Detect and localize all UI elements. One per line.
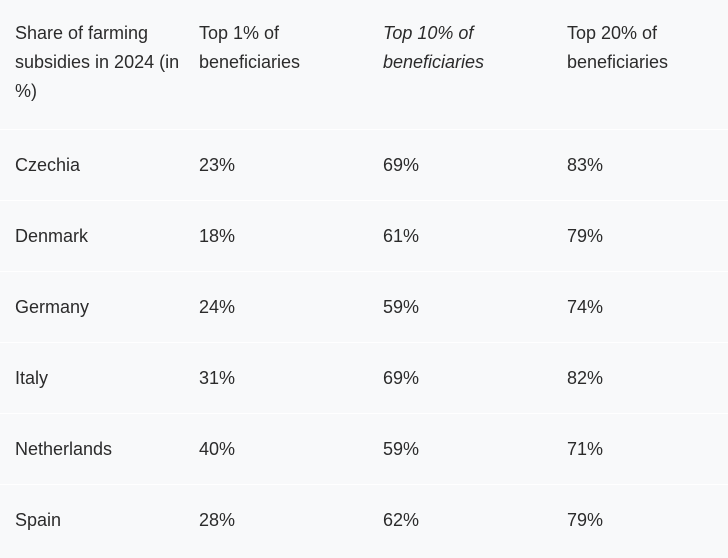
header-share: Share of farming subsidies in 2024 (in %… xyxy=(15,23,180,101)
table-row: Denmark 18% 61% 79% xyxy=(0,201,728,272)
country-cell: Denmark xyxy=(15,225,89,246)
top-10-cell: 69% xyxy=(383,367,420,388)
top-20-cell: 71% xyxy=(567,438,604,459)
country-cell: Germany xyxy=(15,296,90,317)
top-20-cell: 79% xyxy=(567,510,604,530)
table-row: Czechia 23% 69% 83% xyxy=(0,130,728,201)
country-cell: Italy xyxy=(15,367,49,388)
header-top-20: Top 20% of beneficiaries xyxy=(567,23,669,72)
country-cell: Spain xyxy=(15,510,62,530)
top-1-cell: 23% xyxy=(199,154,236,175)
table-row: Netherlands 40% 59% 71% xyxy=(0,414,728,485)
top-10-cell: 61% xyxy=(383,225,420,246)
top-20-cell: 79% xyxy=(567,225,604,246)
top-10-cell: 69% xyxy=(383,154,420,175)
top-20-cell: 83% xyxy=(567,154,604,175)
top-1-cell: 40% xyxy=(199,438,236,459)
table-row: Germany 24% 59% 74% xyxy=(0,272,728,343)
top-1-cell: 31% xyxy=(199,367,236,388)
top-1-cell: 28% xyxy=(199,510,236,530)
top-10-cell: 59% xyxy=(383,438,420,459)
table-row: Spain 28% 62% 79% xyxy=(0,485,728,556)
top-1-cell: 24% xyxy=(199,296,236,317)
top-20-cell: 82% xyxy=(567,367,604,388)
header-top-1: Top 1% of beneficiaries xyxy=(199,23,301,72)
top-10-cell: 59% xyxy=(383,296,420,317)
table-row: Italy 31% 69% 82% xyxy=(0,343,728,414)
table-header-row: Share of farming subsidies in 2024 (in %… xyxy=(0,0,728,130)
top-1-cell: 18% xyxy=(199,225,236,246)
top-20-cell: 74% xyxy=(567,296,604,317)
header-top-10: Top 10% of beneficiaries xyxy=(383,23,485,72)
country-cell: Czechia xyxy=(15,154,81,175)
country-cell: Netherlands xyxy=(15,438,113,459)
top-10-cell: 62% xyxy=(383,510,420,530)
